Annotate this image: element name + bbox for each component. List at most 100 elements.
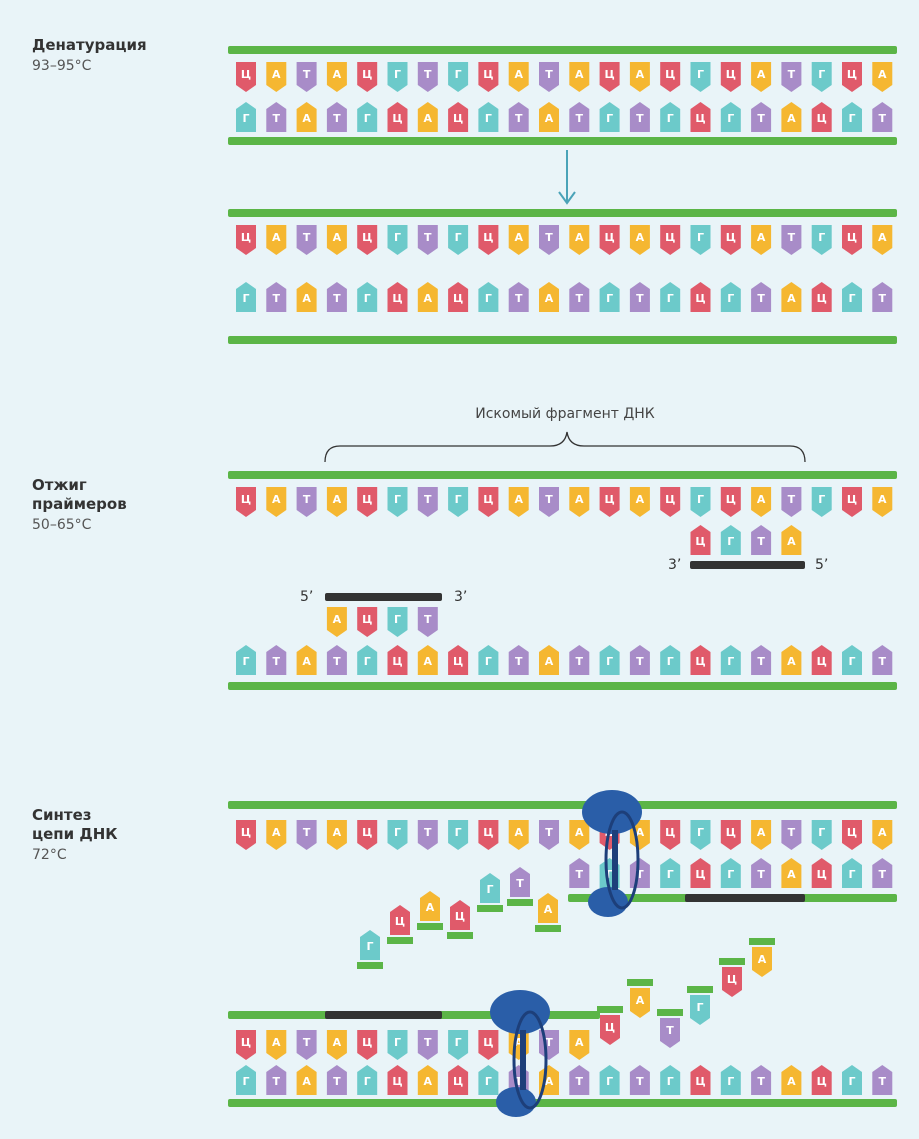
nucleotide [508,820,529,850]
nucleotide [236,282,256,312]
nucleotide [296,1030,317,1060]
nucleotide-letter: Т [515,1075,523,1088]
nucleotide [357,487,378,517]
nucleotide-letter: Ц [483,826,493,839]
nucleotide [539,225,559,255]
nucleotide-letter: Т [424,231,432,244]
nucleotide-letter: А [302,112,311,125]
polymerase [588,887,628,917]
nucleotide-letter: Г [727,112,734,125]
nucleotide [266,645,287,675]
nucleotide [478,645,499,675]
nucleotide [387,820,408,850]
nucleotide [508,102,529,132]
backbone [690,561,805,569]
nucleotide-letter: Ц [453,292,463,305]
nucleotide [842,487,862,517]
nucleotide [478,102,499,132]
nucleotide [690,282,711,312]
polymerase [490,990,550,1034]
nucleotide-letter: Т [576,868,584,881]
nucleotide-letter: Ц [695,1075,705,1088]
nucleotide-letter: А [514,231,523,244]
nucleotide [266,62,287,92]
nucleotide [539,102,559,132]
nucleotide-letter: Ц [695,112,705,125]
nucleotide-letter: Ц [483,68,493,81]
nucleotide-letter: Т [545,826,553,839]
nucleotide [448,1030,469,1060]
nucleotide [569,1030,590,1060]
nucleotide [296,645,317,675]
nucleotide-backbone [597,1006,623,1013]
nucleotide [690,225,711,255]
nucleotide-letter: А [878,493,887,506]
nucleotide-backbone [719,958,745,965]
nucleotide-letter: А [302,1075,311,1088]
nucleotide-letter: А [333,826,342,839]
nucleotide [872,645,893,675]
nucleotide-letter: Ц [726,493,736,506]
nucleotide-letter: Г [848,112,855,125]
nucleotide [236,1030,256,1060]
nucleotide [630,988,650,1018]
nucleotide [236,62,256,92]
nucleotide [690,1065,711,1095]
nucleotide [660,820,681,850]
nucleotide [266,102,287,132]
nucleotide [600,1015,620,1045]
nucleotide-letter: Г [848,1075,855,1088]
nucleotide [448,225,469,255]
nucleotide-letter: Т [576,112,584,125]
nucleotide-backbone [749,938,775,945]
step-name: праймеров [32,495,127,513]
nucleotide-letter: Т [273,655,281,668]
nucleotide-letter: Т [273,1075,281,1088]
nucleotide [842,820,862,850]
nucleotide [811,858,832,888]
nucleotide-letter: А [545,112,554,125]
nucleotide [720,820,741,850]
primer-end: 3’ [454,589,467,605]
nucleotide [629,102,650,132]
nucleotide [569,1065,590,1095]
nucleotide [752,947,772,977]
nucleotide [296,487,317,517]
step-temp: 72°C [32,847,67,863]
nucleotide-letter: А [333,1036,342,1049]
nucleotide [872,102,893,132]
nucleotide [660,225,681,255]
nucleotide-letter: А [757,826,766,839]
nucleotide-backbone [447,932,473,939]
nucleotide-letter: Ц [604,68,614,81]
nucleotide-letter: Ц [847,68,857,81]
nucleotide [720,525,741,555]
nucleotide [326,282,347,312]
polymerase [496,1087,536,1117]
nucleotide-letter: Ц [847,826,857,839]
nucleotide [387,62,408,92]
nucleotide [872,1065,893,1095]
nucleotide [569,282,590,312]
nucleotide [690,820,711,850]
nucleotide [357,820,378,850]
nucleotide [266,282,287,312]
nucleotide [569,858,590,888]
nucleotide-letter: Г [455,1036,462,1049]
nucleotide-letter: Г [667,655,674,668]
nucleotide [722,967,742,997]
nucleotide [660,62,681,92]
nucleotide [478,820,499,850]
nucleotide [872,225,893,255]
nucleotide [326,1065,347,1095]
nucleotide [720,858,741,888]
nucleotide-letter: Г [606,868,613,881]
nucleotide-letter: Ц [847,231,857,244]
nucleotide [720,645,741,675]
nucleotide [872,62,893,92]
nucleotide [781,102,802,132]
step-temp: 93–95°C [32,58,92,74]
nucleotide-letter: Г [485,1075,492,1088]
nucleotide [296,820,317,850]
